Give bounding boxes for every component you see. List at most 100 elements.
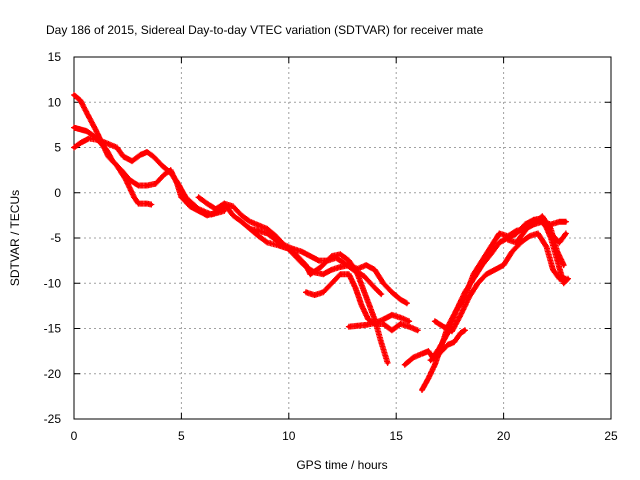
data-point xyxy=(488,252,493,257)
data-point xyxy=(295,254,300,258)
data-point xyxy=(338,265,343,269)
series-track-13 xyxy=(504,215,571,287)
data-point xyxy=(480,258,484,263)
data-point xyxy=(398,297,403,302)
data-point xyxy=(205,201,209,206)
data-point xyxy=(353,286,358,290)
data-point xyxy=(119,168,124,172)
data-point xyxy=(265,231,270,236)
data-point xyxy=(390,328,394,333)
data-point xyxy=(536,231,540,236)
x-tick-label: 15 xyxy=(390,429,404,443)
data-point xyxy=(390,290,394,295)
data-point xyxy=(330,281,334,286)
series-track-5 xyxy=(221,200,410,307)
y-tick-label: 10 xyxy=(48,95,62,109)
data-point xyxy=(347,324,351,329)
data-point xyxy=(347,258,351,263)
data-point xyxy=(130,159,134,163)
data-point xyxy=(527,234,532,238)
data-point xyxy=(312,293,317,297)
data-point xyxy=(248,227,252,231)
data-point xyxy=(372,321,377,325)
axis-ticks: 0 5 10 15 20 25 -25 -20 -15 -10 -5 0 5 10 15 xyxy=(44,50,618,443)
data-point xyxy=(321,290,326,295)
data-point xyxy=(274,238,278,242)
data-point xyxy=(398,322,403,326)
data-point xyxy=(385,361,390,365)
data-point xyxy=(551,267,555,272)
data-point xyxy=(355,272,360,277)
data-point xyxy=(561,281,566,286)
data-point xyxy=(85,129,89,133)
data-point xyxy=(239,219,244,224)
data-point xyxy=(372,267,377,272)
data-point xyxy=(458,331,463,335)
data-point xyxy=(136,183,141,188)
data-point xyxy=(72,93,76,97)
data-point xyxy=(564,231,568,236)
data-point xyxy=(497,240,502,245)
data-point xyxy=(87,136,91,141)
y-tick-label: -20 xyxy=(44,367,62,381)
series-track-6 xyxy=(247,225,391,366)
data-point xyxy=(78,98,83,103)
data-point xyxy=(231,213,235,218)
series-markers xyxy=(71,92,155,208)
data-point xyxy=(304,290,308,295)
data-point xyxy=(364,323,368,327)
data-point xyxy=(514,229,519,233)
data-point xyxy=(149,202,154,207)
data-point xyxy=(407,319,411,324)
data-point xyxy=(304,263,308,267)
data-point xyxy=(441,324,446,329)
data-point xyxy=(471,272,476,277)
data-point xyxy=(338,252,343,257)
data-point xyxy=(104,147,108,152)
series-markers xyxy=(221,200,410,307)
data-point xyxy=(506,238,510,242)
data-point xyxy=(196,195,201,200)
data-point xyxy=(506,234,510,238)
data-point xyxy=(450,329,454,334)
data-point xyxy=(248,219,252,224)
data-point xyxy=(557,240,562,245)
data-point xyxy=(168,171,173,175)
data-point xyxy=(540,216,545,220)
data-point xyxy=(379,292,384,296)
data-point xyxy=(256,223,261,228)
data-point xyxy=(540,219,545,224)
data-point xyxy=(390,313,394,317)
data-point xyxy=(362,274,366,278)
x-tick-label: 20 xyxy=(497,429,511,443)
data-point xyxy=(557,219,562,224)
data-point xyxy=(411,355,416,360)
data-point xyxy=(175,180,179,184)
data-point xyxy=(426,376,431,381)
data-point xyxy=(308,272,313,277)
data-point xyxy=(360,304,364,308)
data-point xyxy=(372,286,377,290)
data-point xyxy=(433,362,437,367)
data-point xyxy=(319,265,323,269)
data-point xyxy=(364,295,368,299)
data-point xyxy=(256,229,261,233)
data-point xyxy=(428,358,433,363)
data-point xyxy=(276,243,280,247)
data-point xyxy=(407,324,411,329)
data-point xyxy=(138,152,143,157)
data-point xyxy=(299,249,304,254)
series-track-1 xyxy=(71,92,155,208)
data-point xyxy=(454,308,459,313)
data-point xyxy=(561,263,566,267)
data-point xyxy=(78,127,83,132)
data-point xyxy=(265,227,270,231)
data-point xyxy=(493,267,497,272)
y-tick-label: -15 xyxy=(44,322,62,336)
data-point xyxy=(330,267,334,272)
data-point xyxy=(231,204,235,209)
data-point xyxy=(381,281,386,286)
y-tick-label: -10 xyxy=(44,276,62,290)
data-point xyxy=(132,195,136,200)
